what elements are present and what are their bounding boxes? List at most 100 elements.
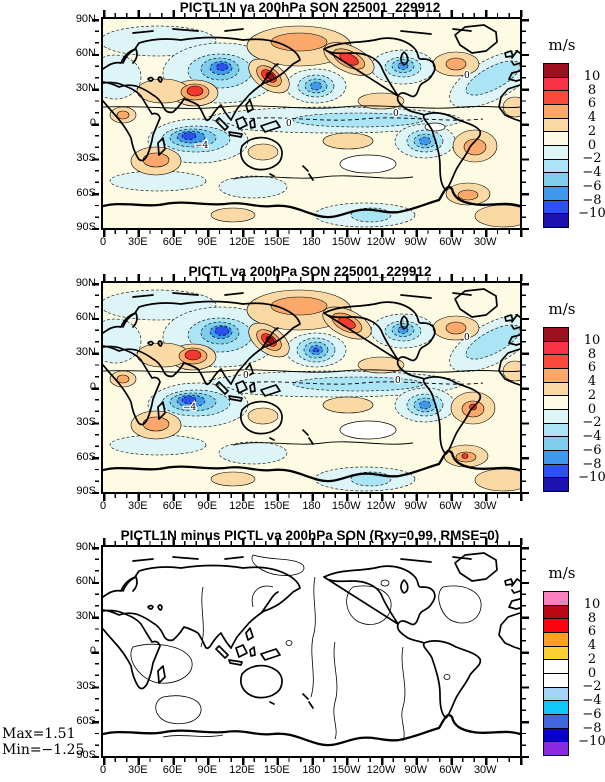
colorbar-tick-label: 8 — [587, 346, 597, 362]
lon-tick-label: 120W — [366, 236, 396, 248]
contour-label: −4 — [183, 403, 197, 413]
lon-tick-label: 60E — [162, 500, 183, 512]
lon-tick-label: 60W — [439, 500, 462, 512]
colorbar-cell — [544, 159, 568, 174]
lat-tick-label: 30N — [75, 346, 96, 359]
panel2-title: PICTL va 200hPa SON 225001_229912 — [188, 264, 432, 279]
lon-tick-label: 150E — [263, 764, 290, 776]
colorbar-cell — [544, 478, 568, 492]
lat-tick-label: 90S — [76, 485, 96, 498]
colorbar-tick-label: −2 — [582, 679, 602, 695]
colorbar-tick-label: −4 — [582, 693, 602, 708]
colorbar-cell — [544, 451, 568, 465]
lon-tick-label: 0 — [99, 764, 107, 776]
colorbar-cell — [544, 91, 568, 106]
negative-contour-fills — [103, 25, 520, 228]
colorbar-tick-label: 6 — [587, 96, 597, 112]
lon-tick-label: 30E — [127, 236, 148, 248]
colorbar-cell — [544, 660, 568, 675]
colorbar-cell — [544, 728, 568, 743]
lat-tick-label: 30S — [76, 151, 96, 164]
colorbar-tick-label: 4 — [587, 638, 597, 653]
lat-tick-label: 30N — [75, 82, 96, 95]
colorbar-tick-label: 0 — [587, 401, 597, 417]
colorbar-cell — [544, 173, 568, 188]
lat-tick-label: 90S — [76, 221, 96, 234]
lon-tick-label: 30W — [473, 500, 497, 512]
colorbar-tick-label: 2 — [587, 123, 597, 139]
lon-tick-label: 30W — [473, 236, 497, 248]
colorbar-cell — [544, 77, 568, 92]
lat-tick-label: 60N — [75, 311, 96, 324]
colorbar-pictl1n — [543, 63, 569, 228]
colorbar-cell — [544, 64, 568, 78]
right-axis-major-ticks — [522, 547, 529, 758]
right-axis-minor-ticks — [522, 547, 526, 757]
contour-map-pictl1n: 0 0 −4 0 — [103, 19, 520, 228]
lat-tick-label: 60N — [75, 575, 96, 588]
lon-tick-label: 30W — [473, 764, 497, 776]
lat-tick-label: 30N — [75, 610, 96, 623]
bottom-axis-minor-ticks — [103, 494, 522, 498]
panel1-title: PICTL1N va 200hPa SON 225001_229912 — [179, 0, 441, 15]
lat-tick-label: 90S — [76, 749, 96, 762]
lon-tick-label: 90E — [197, 236, 218, 248]
colorbar-tick-label: −6 — [582, 706, 602, 722]
stat-max: Max=1.51 — [2, 726, 76, 742]
map-pictl1n: 0 0 −4 0 — [101, 17, 522, 230]
lat-tick-label: 90N — [75, 540, 96, 553]
lon-tick-label: 120W — [366, 764, 396, 776]
colorbar-cell — [544, 423, 568, 438]
lat-tick-label: 60S — [76, 714, 96, 727]
right-axis-major-ticks — [522, 283, 529, 494]
lat-tick-label: 60N — [75, 47, 96, 60]
colorbar-unit-label: m/s — [548, 300, 576, 318]
colorbar-tick-label: −8 — [582, 720, 602, 736]
zero-contours — [103, 105, 520, 180]
colorbar-cell — [544, 328, 568, 342]
contour-label: −4 — [195, 141, 209, 151]
colorbar-cell — [544, 687, 568, 702]
colorbar-tick-label: −8 — [582, 192, 602, 208]
lon-tick-label: 150E — [263, 500, 290, 512]
colorbar-cell — [544, 605, 568, 620]
lon-tick-label: 90W — [404, 764, 428, 776]
colorbar-cell — [544, 410, 568, 424]
panel-difference: PICTL1N minus PICTL va 200hPa SON (Rxy=0… — [0, 528, 605, 782]
colorbar-tick-label: −2 — [582, 151, 602, 167]
lat-tick-label: 0 — [89, 644, 96, 657]
colorbar-tick-label: −4 — [582, 429, 602, 444]
colorbar-tick-label: 8 — [587, 82, 597, 98]
colorbar-cell — [544, 742, 568, 756]
map-pictl: 0 0 −4 0 — [101, 281, 522, 494]
contour-label: 0 — [243, 371, 249, 381]
lat-tick-label: 0 — [89, 380, 96, 393]
colorbar-cell — [544, 369, 568, 383]
colorbar-unit-label: m/s — [548, 36, 576, 54]
colorbar-tick-label: 8 — [587, 610, 597, 626]
colorbar-tick-label: −10 — [578, 206, 605, 222]
map-difference — [101, 545, 522, 758]
colorbar-cell — [544, 674, 568, 688]
panel-pictl: PICTL va 200hPa SON 225001_229912 — [0, 264, 605, 528]
bottom-axis-minor-ticks — [103, 230, 522, 234]
colorbar-cell — [544, 701, 568, 716]
colorbar-cell — [544, 437, 568, 452]
colorbar-tick-label: 0 — [587, 137, 597, 153]
colorbar-cell — [544, 619, 568, 634]
colorbar-tick-label: −6 — [582, 442, 602, 458]
colorbar-cell — [544, 146, 568, 160]
lon-tick-label: 120E — [229, 764, 255, 776]
lon-tick-label: 30E — [127, 764, 148, 776]
colorbar-tick-label: −6 — [582, 178, 602, 194]
bottom-axis-minor-ticks — [103, 758, 522, 762]
colorbar-tick-label: 0 — [587, 665, 597, 681]
zero-difference-contours — [130, 554, 482, 742]
colorbar-cell — [544, 464, 568, 479]
contour-label: 0 — [393, 109, 399, 119]
colorbar-cell — [544, 118, 568, 133]
colorbar-unit-label: m/s — [548, 564, 576, 582]
colorbar-cell — [544, 187, 568, 201]
lon-tick-label: 60W — [439, 764, 462, 776]
